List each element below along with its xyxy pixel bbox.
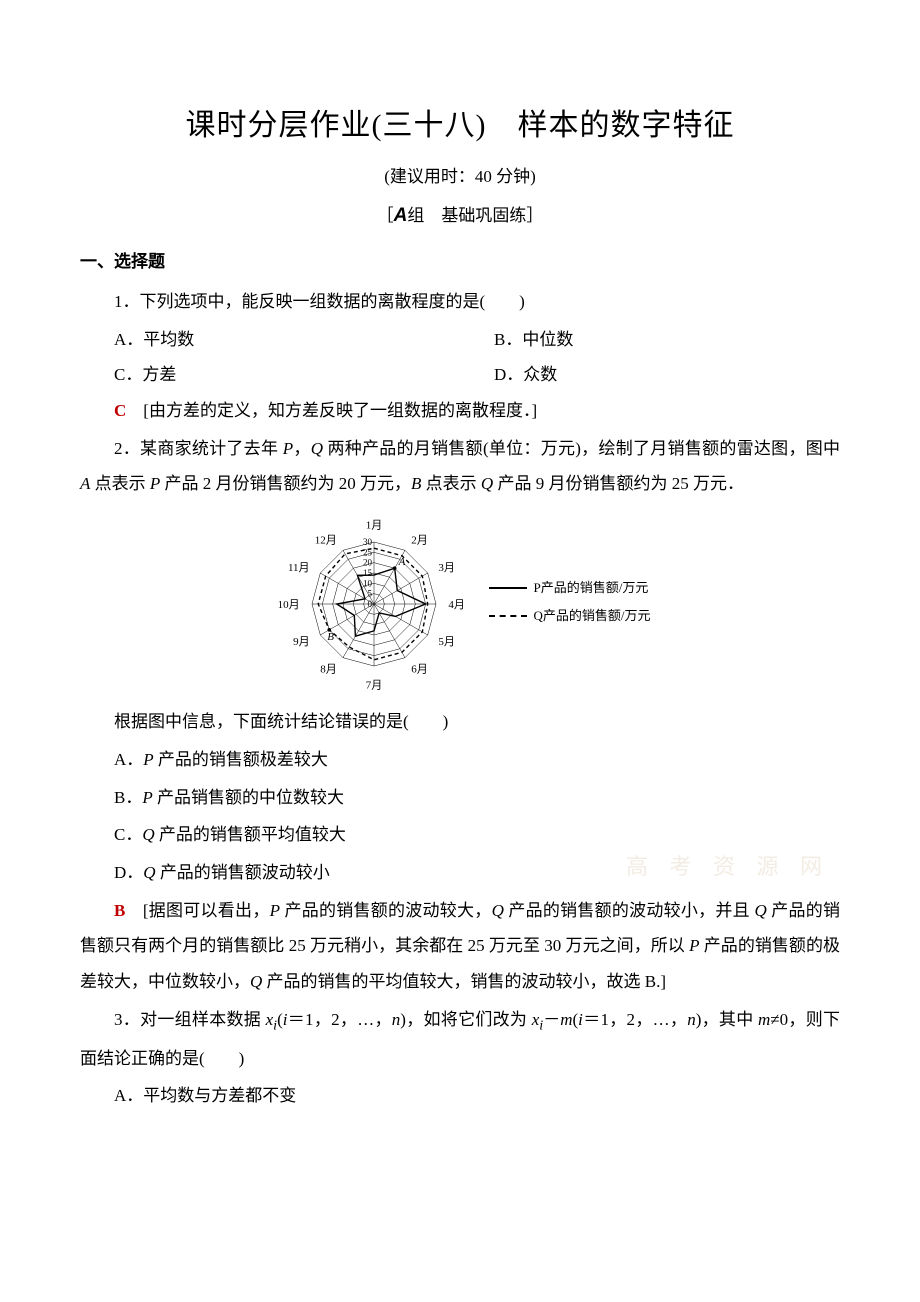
q1-option-a: A．平均数 [80,322,460,358]
svg-text:10: 10 [363,578,373,588]
q1-stem: 1．下列选项中，能反映一组数据的离散程度的是( ) [80,284,840,320]
svg-text:8月: 8月 [321,664,338,676]
legend-line-dashed [489,615,527,617]
q1-answer: C [由方差的定义，知方差反映了一组数据的离散程度．] [80,393,840,429]
group-name: 组 基础巩固练 [407,206,526,225]
svg-text:20: 20 [363,558,373,568]
radar-chart-block: 0510152025301月2月3月4月5月6月7月8月9月10月11月12月A… [80,512,840,692]
svg-text:2月: 2月 [412,535,429,547]
q2-option-b: B．P 产品销售额的中位数较大 [80,780,840,816]
svg-text:4月: 4月 [449,599,466,611]
svg-text:30: 30 [363,537,373,547]
bracket-right: ］ [526,206,543,225]
svg-text:5: 5 [368,589,373,599]
q2-option-d: D．Q 产品的销售额波动较小 [80,855,840,891]
q3-option-a: A．平均数与方差都不变 [80,1078,840,1114]
svg-text:0: 0 [368,599,373,609]
svg-text:3月: 3月 [439,562,456,574]
q1-option-c: C．方差 [80,357,460,393]
page-title: 课时分层作业(三十八) 样本的数字特征 [80,100,840,144]
svg-text:A: A [398,556,406,568]
q2-answer-letter: B [114,901,125,920]
svg-text:9月: 9月 [294,636,311,648]
q2-after-chart: 根据图中信息，下面统计结论错误的是( ) [80,704,840,740]
q3-stem: 3．对一组样本数据 xi(i＝1，2，…，n)，如将它们改为 xi－m(i＝1，… [80,1002,840,1077]
q2-option-c: C．Q 产品的销售额平均值较大 [80,817,840,853]
q1-answer-letter: C [114,401,126,420]
section-heading-1: 一、选择题 [80,247,840,272]
svg-text:10月: 10月 [278,599,300,611]
q1-option-b: B．中位数 [460,322,840,358]
svg-text:B: B [328,631,335,643]
q2-answer: B [据图可以看出，P 产品的销售额的波动较大，Q 产品的销售额的波动较小，并且… [80,893,840,1000]
radar-chart: 0510152025301月2月3月4月5月6月7月8月9月10月11月12月A… [269,512,479,692]
suggested-time: (建议用时：40 分钟) [80,162,840,187]
svg-text:12月: 12月 [315,535,337,547]
q1-answer-text: [由方差的定义，知方差反映了一组数据的离散程度．] [126,401,537,420]
group-header: ［A组 基础巩固练］ [80,201,840,227]
group-letter: A [394,205,408,226]
svg-text:7月: 7月 [366,680,383,692]
legend-line-solid [489,587,527,589]
legend-q: Q产品的销售额/万元 [489,602,650,631]
q2-option-a: A．P 产品的销售额极差较大 [80,742,840,778]
bracket-left: ［ [377,206,394,225]
radar-legend: P产品的销售额/万元 Q产品的销售额/万元 [489,574,650,631]
legend-q-label: Q产品的销售额/万元 [533,602,650,631]
q1-option-d: D．众数 [460,357,840,393]
svg-text:5月: 5月 [439,636,456,648]
svg-text:11月: 11月 [288,562,310,574]
svg-text:15: 15 [363,568,373,578]
svg-text:6月: 6月 [412,664,429,676]
q2-stem: 2．某商家统计了去年 P，Q 两种产品的月销售额(单位：万元)，绘制了月销售额的… [80,431,840,502]
legend-p: P产品的销售额/万元 [489,574,650,603]
legend-p-label: P产品的销售额/万元 [533,574,648,603]
svg-text:1月: 1月 [366,520,383,532]
